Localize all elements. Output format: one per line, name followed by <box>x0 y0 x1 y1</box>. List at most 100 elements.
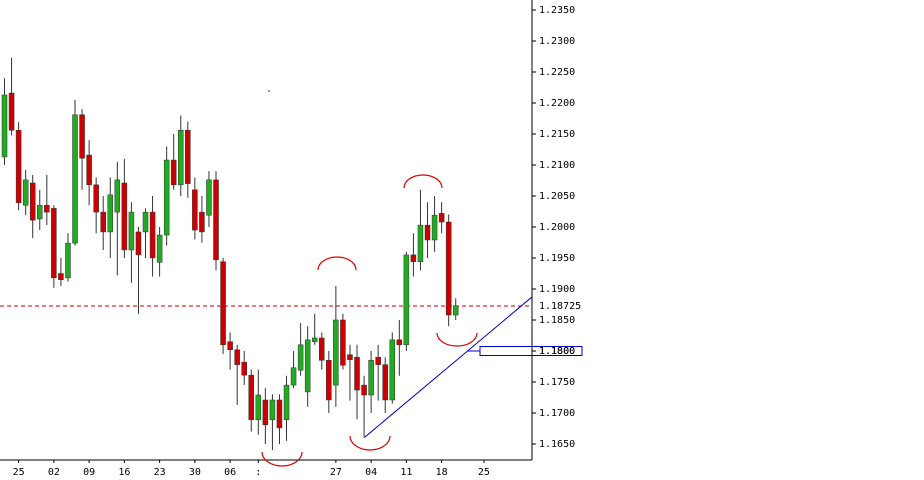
candle-body <box>326 360 332 401</box>
dot <box>268 90 270 92</box>
candle-body <box>445 221 452 316</box>
candle-body <box>311 337 318 342</box>
candle-body <box>135 231 142 256</box>
highlight-arcs <box>261 174 478 467</box>
candle-body <box>297 344 304 371</box>
candle-body <box>44 205 50 213</box>
arc <box>403 174 443 189</box>
arc <box>317 256 357 271</box>
candle-body <box>58 273 64 280</box>
candle-body <box>375 356 381 365</box>
candle-body <box>121 182 128 251</box>
candle-body <box>410 254 417 262</box>
candle-body <box>1 94 8 158</box>
candle-body <box>269 399 276 421</box>
candle-body <box>403 254 410 346</box>
candle-body <box>304 339 311 393</box>
candle-body <box>15 130 22 204</box>
y-tick-label: 1.2100 <box>539 160 575 171</box>
y-tick-label: 1.2200 <box>539 98 575 109</box>
candle-body <box>283 384 290 421</box>
candle-body <box>234 349 240 365</box>
x-tick-label: 16 <box>118 467 130 478</box>
y-tick-label: 1.1900 <box>539 284 575 295</box>
candle-body <box>424 224 431 241</box>
candle-body <box>347 354 353 360</box>
arc <box>436 332 478 347</box>
arc <box>261 451 303 467</box>
candle-body <box>262 399 269 426</box>
arc <box>349 435 391 451</box>
candle-body <box>452 305 459 316</box>
x-tick-label: 23 <box>154 467 166 478</box>
candle-body <box>255 394 262 421</box>
candle-body <box>86 154 92 186</box>
candle-body <box>65 242 71 279</box>
candle-body <box>170 159 177 186</box>
candle-body <box>100 211 106 233</box>
candle-body <box>72 114 78 244</box>
x-tick-label: 11 <box>400 467 412 478</box>
candle-body <box>389 339 396 401</box>
candle-body <box>333 319 339 386</box>
y-tick-label: 1.1950 <box>539 253 575 264</box>
candle-body <box>368 360 374 396</box>
x-tick-label: 27 <box>330 467 342 478</box>
candle-body <box>22 179 29 206</box>
candle-body <box>220 261 226 346</box>
candle-body <box>248 374 255 421</box>
candle-body <box>149 211 156 259</box>
candle-body <box>227 341 233 351</box>
x-tick-label: 02 <box>48 467 60 478</box>
y-tick-label: 1.1750 <box>539 377 575 388</box>
trendline <box>364 296 533 438</box>
level-box <box>479 345 583 356</box>
candle-body <box>438 213 445 223</box>
y-tick-label: 1.2250 <box>539 67 575 78</box>
candle-body <box>431 214 438 241</box>
candle-body <box>29 182 36 221</box>
candle-body <box>107 194 114 233</box>
x-tick-label: 18 <box>436 467 448 478</box>
x-tick-label: 25 <box>478 467 490 478</box>
candle-body <box>185 130 191 184</box>
candle-body <box>199 211 205 233</box>
y-tick-label: 1.1650 <box>539 439 575 450</box>
candle-body <box>382 364 388 401</box>
y-tick-label: 1.2350 <box>539 5 575 16</box>
candle-body <box>37 205 43 220</box>
y-tick-label: 1.2150 <box>539 129 575 140</box>
candle-body <box>93 184 99 213</box>
candle-body <box>51 208 57 279</box>
candle-body <box>319 337 325 361</box>
candle-body <box>276 399 283 429</box>
y-tick-label: 1.2300 <box>539 36 575 47</box>
candle-body <box>8 92 15 131</box>
x-tick-label: 04 <box>365 467 377 478</box>
candle-body <box>354 356 360 391</box>
y-tick-label: 1.1700 <box>539 408 575 419</box>
candle-body <box>213 179 219 261</box>
candle-body <box>163 159 170 236</box>
x-tick-label: 06 <box>224 467 236 478</box>
y-tick-label: 1.1850 <box>539 315 575 326</box>
x-tick-label: 30 <box>189 467 201 478</box>
level-label: 1.1800 <box>539 346 575 357</box>
candle-body <box>206 179 212 216</box>
y-tick-label: 1.2000 <box>539 222 575 233</box>
candle-body <box>241 361 247 376</box>
x-tick-label: 25 <box>13 467 25 478</box>
price-label: 1.18725 <box>539 301 581 312</box>
candle-body <box>417 224 424 262</box>
x-tick-label: : <box>255 467 261 478</box>
candle-body <box>156 234 163 263</box>
candle-body <box>192 189 198 231</box>
candle-body <box>396 339 403 346</box>
candle-body <box>340 319 346 366</box>
candle-body <box>290 367 297 386</box>
candle-body <box>361 384 367 396</box>
y-tick-label: 1.1800 <box>539 346 575 357</box>
candle-body <box>79 114 85 159</box>
x-tick-label: 09 <box>83 467 95 478</box>
